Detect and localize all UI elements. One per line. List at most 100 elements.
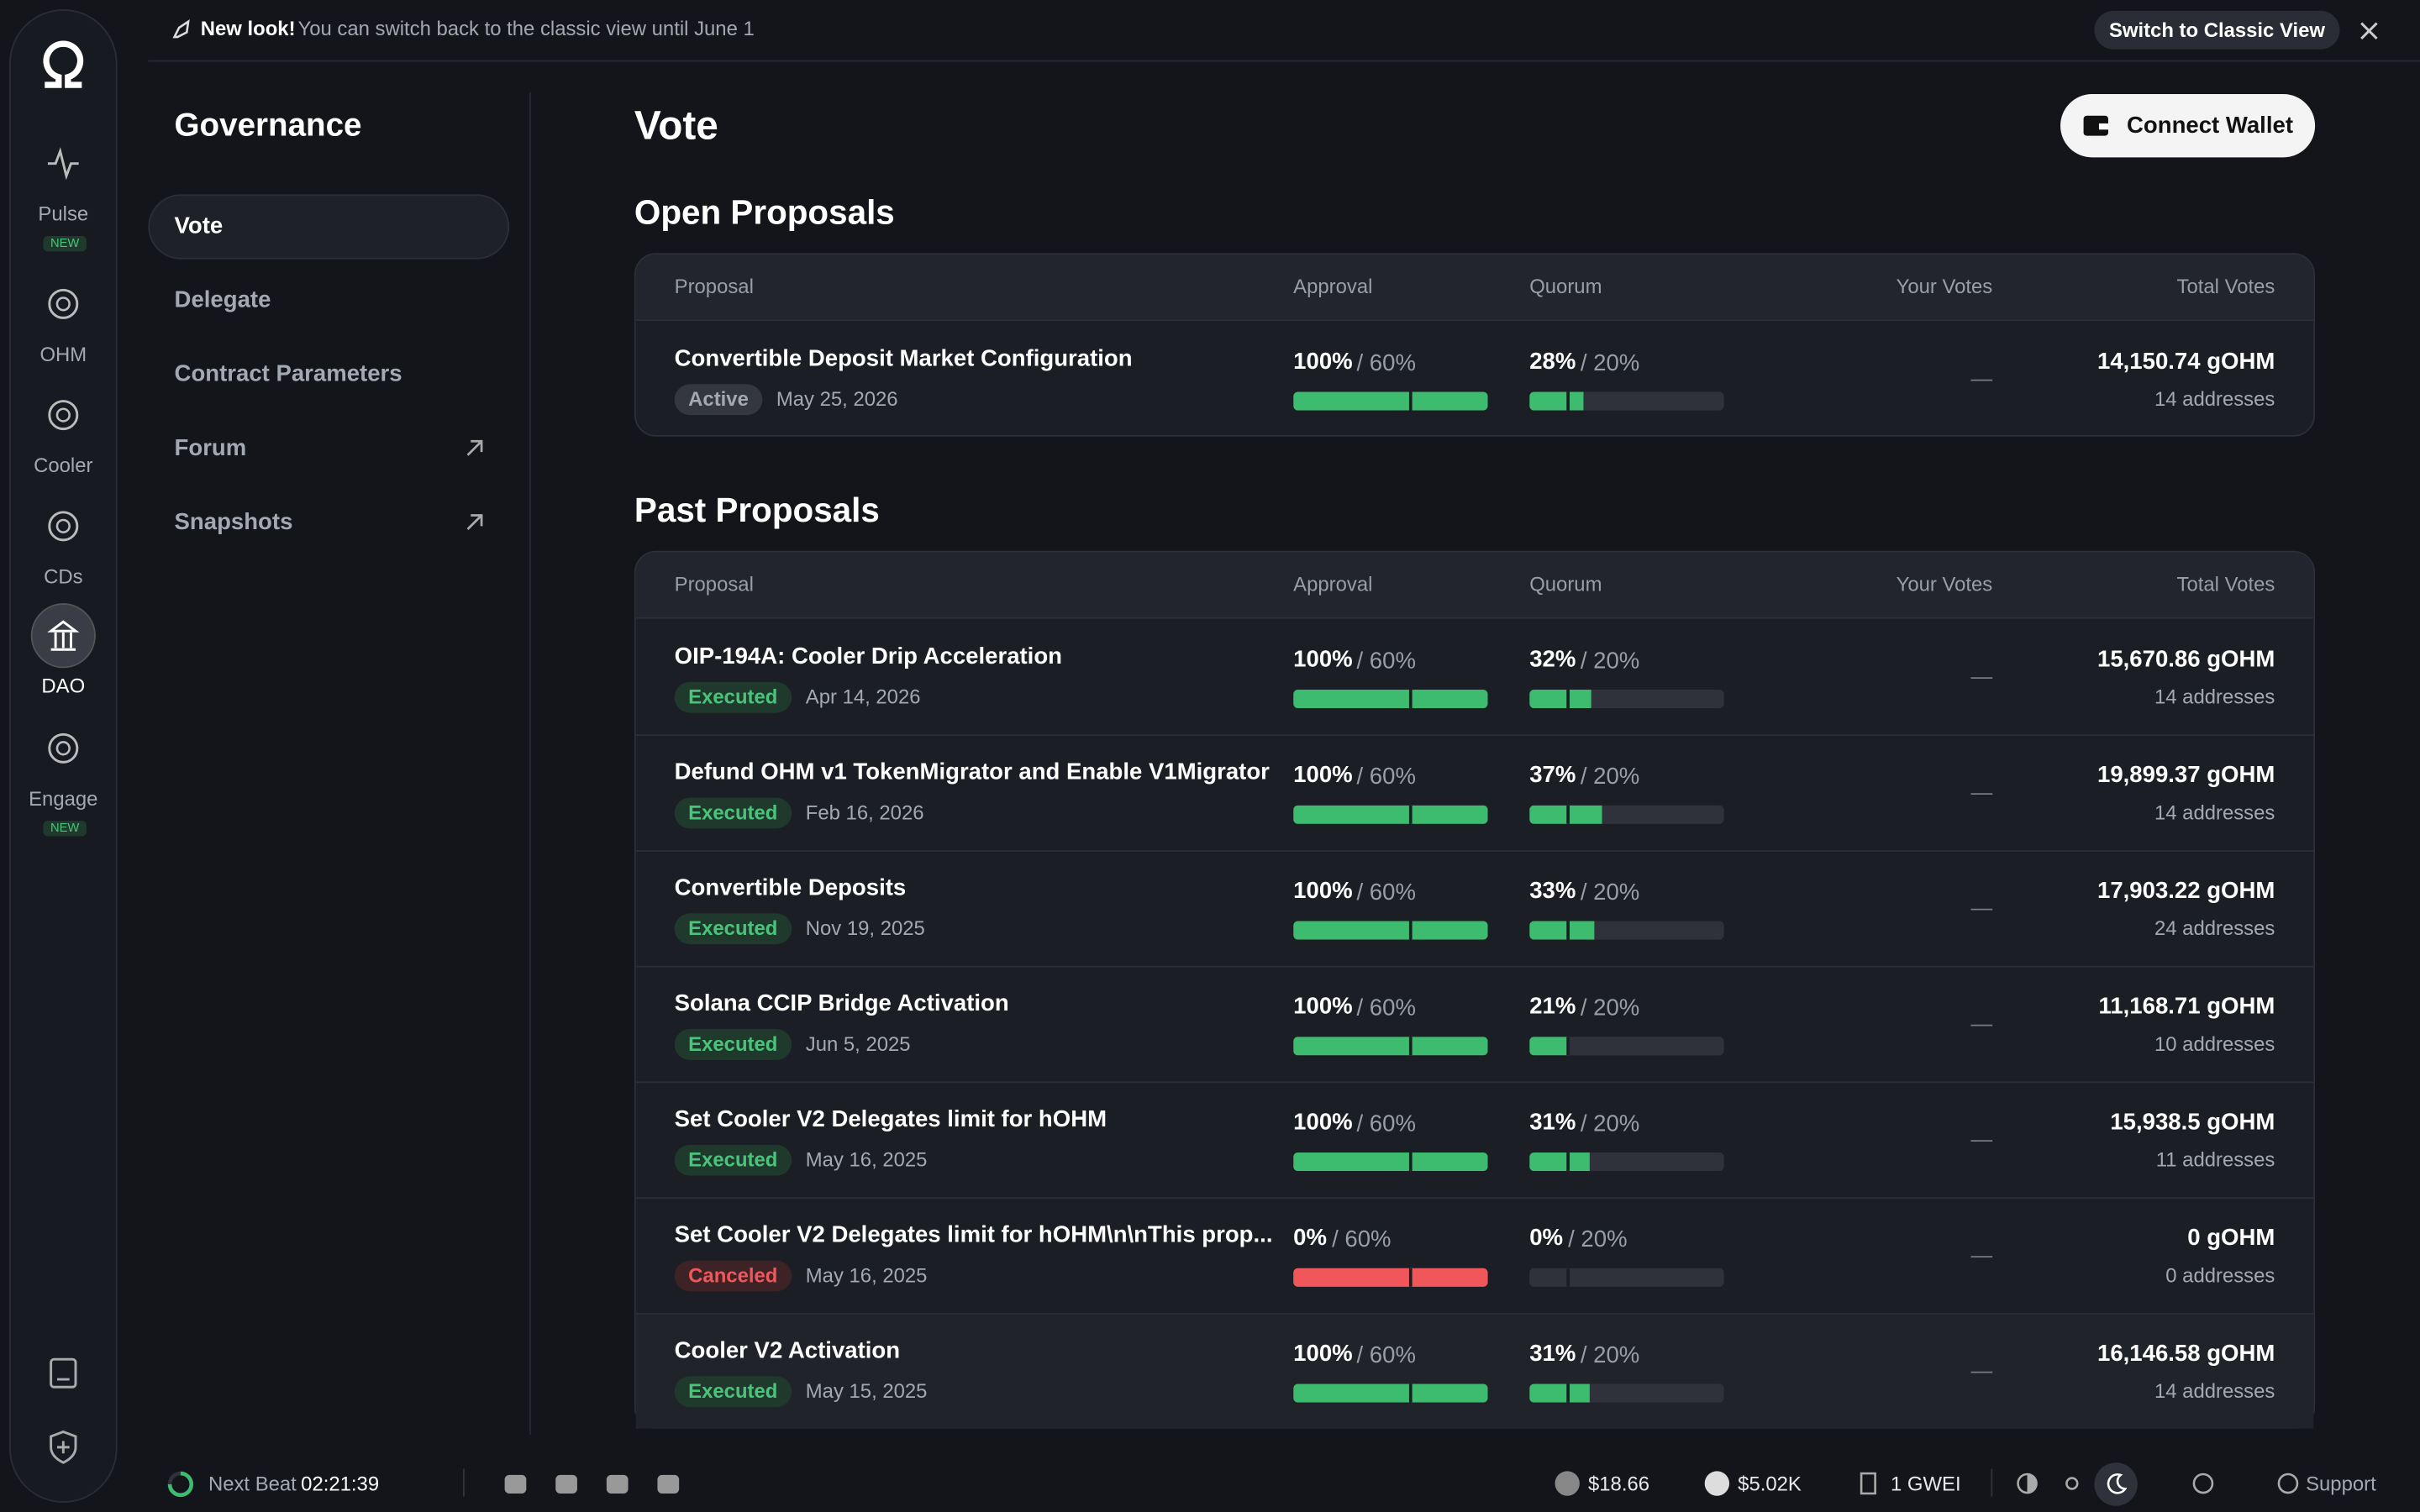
support-icon [2277,1473,2299,1494]
quorum-bar-fill [1529,690,1592,709]
row-divider [635,1313,2314,1315]
approval-value: 0% [1293,1225,1328,1252]
quorum-value: 37% [1529,762,1576,789]
theme-dark-active[interactable] [2094,1462,2138,1506]
footer-divider [1991,1468,1993,1497]
quorum-value: 31% [1529,1109,1576,1136]
status-badge: Executed [674,1376,792,1408]
gohm-icon [1704,1471,1730,1496]
approval-threshold: / 60% [1356,349,1416,376]
submenu-active-bg [148,194,510,260]
support-link[interactable]: Support [2306,1471,2376,1495]
approval-bar-track [1293,1037,1488,1056]
page-title: Vote [634,101,718,148]
column-header: Total Votes [2176,274,2275,298]
addresses: 14 addresses [2154,1378,2275,1403]
column-header: Proposal [674,274,754,298]
approval-bar-track [1293,805,1488,824]
status-badge: Executed [674,681,792,713]
docs-icon[interactable] [48,1356,79,1389]
classic-view-button[interactable]: Switch to Classic View [2094,10,2340,50]
approval-threshold-mark [1408,1268,1412,1287]
section-title: Open Proposals [634,192,895,232]
approval-threshold: / 60% [1332,1226,1392,1252]
nav-icon [47,620,80,651]
column-header: Quorum [1529,572,1602,596]
submenu-item[interactable]: Vote [174,213,224,239]
nav-label[interactable]: OHM [39,342,87,366]
proposal-name[interactable]: OIP-194A: Cooler Drip Acceleration [674,643,1063,669]
approval-value: 100% [1293,349,1353,375]
total-votes: 15,670.86 gOHM [2097,646,2275,673]
proposal-name[interactable]: Set Cooler V2 Delegates limit for hOHM [674,1105,1107,1132]
status-badge: Active [674,384,763,416]
approval-value: 100% [1293,1341,1353,1368]
proposal-date: Apr 14, 2026 [805,685,921,708]
quorum-threshold: / 20% [1580,349,1640,376]
nav-badge: NEW [43,821,87,837]
submenu-item[interactable]: Delegate [174,286,271,313]
quorum-threshold-mark [1566,1383,1570,1403]
column-header: Total Votes [2176,572,2275,596]
your-votes: — [1970,1126,1993,1152]
banner-message: You can switch back to the classic view … [297,16,755,40]
status-badge: Executed [674,1029,792,1060]
quorum-bar-track [1529,391,1724,411]
connect-wallet-label[interactable]: Connect Wallet [2127,113,2294,139]
approval-bar-track [1293,921,1488,940]
proposal-date: May 25, 2026 [776,386,898,411]
quorum-threshold: / 20% [1580,879,1640,906]
wallet-icon [2083,115,2108,136]
banner-icon [172,19,190,39]
proposal-name[interactable]: Solana CCIP Bridge Activation [674,990,1009,1016]
row-divider [635,850,2314,852]
connect-wallet-button[interactable]: Connect Wallet [2060,94,2316,158]
nav-label[interactable]: Pulse [38,202,89,225]
submenu-item[interactable]: Contract Parameters [174,360,402,387]
approval-bar-track [1293,1268,1488,1287]
addresses: 10 addresses [2154,1032,2275,1056]
proposal-name[interactable]: Cooler V2 Activation [674,1336,901,1364]
approval-value: 100% [1293,762,1353,789]
quorum-threshold-mark [1566,921,1570,940]
total-votes: 17,903.22 gOHM [2097,877,2275,904]
quorum-value: 31% [1529,1341,1576,1368]
approval-threshold: / 60% [1356,763,1416,790]
security-icon[interactable] [48,1429,79,1466]
submenu-item[interactable]: Forum [174,434,247,461]
quorum-value: 0% [1529,1225,1564,1252]
approval-threshold: / 60% [1356,647,1416,675]
nav-label[interactable]: DAO [41,674,86,697]
addresses: 24 addresses [2154,916,2275,940]
nav-label[interactable]: Cooler [34,453,93,477]
proposal-name[interactable]: Defund OHM v1 TokenMigrator and Enable V… [674,759,1270,785]
table-header-bg [635,552,2314,619]
quorum-value: 28% [1529,349,1576,375]
social-icon [555,1474,577,1494]
quorum-threshold-mark [1566,391,1570,411]
nav-icon [48,400,79,431]
proposal-name[interactable]: Convertible Deposit Market Configuration [674,344,1133,372]
theme-light [2065,1477,2079,1490]
quorum-bar-fill [1529,1383,1590,1403]
quorum-bar-fill [1529,1037,1570,1056]
approval-threshold: / 60% [1356,1110,1416,1137]
nav-label[interactable]: CDs [44,564,83,588]
your-votes: — [1970,1011,1993,1036]
proposal-name[interactable]: Convertible Deposits [674,874,907,901]
proposal-name[interactable]: Set Cooler V2 Delegates limit for hOHM\n… [674,1221,1273,1248]
approval-threshold: / 60% [1356,879,1416,906]
quorum-threshold-mark [1566,1037,1570,1056]
status-badge: Executed [674,797,792,829]
quorum-bar-track [1529,805,1724,824]
your-votes: — [1970,780,1993,805]
approval-bar-fill [1293,1383,1488,1403]
total-votes: 19,899.37 gOHM [2097,761,2275,789]
submenu-item[interactable]: Snapshots [174,508,293,535]
close-icon[interactable] [2359,20,2381,42]
column-header: Approval [1293,572,1373,596]
your-votes: — [1970,1242,1993,1268]
approval-threshold-mark [1408,1037,1412,1056]
nav-label[interactable]: Engage [29,786,98,810]
approval-threshold: / 60% [1356,995,1416,1021]
